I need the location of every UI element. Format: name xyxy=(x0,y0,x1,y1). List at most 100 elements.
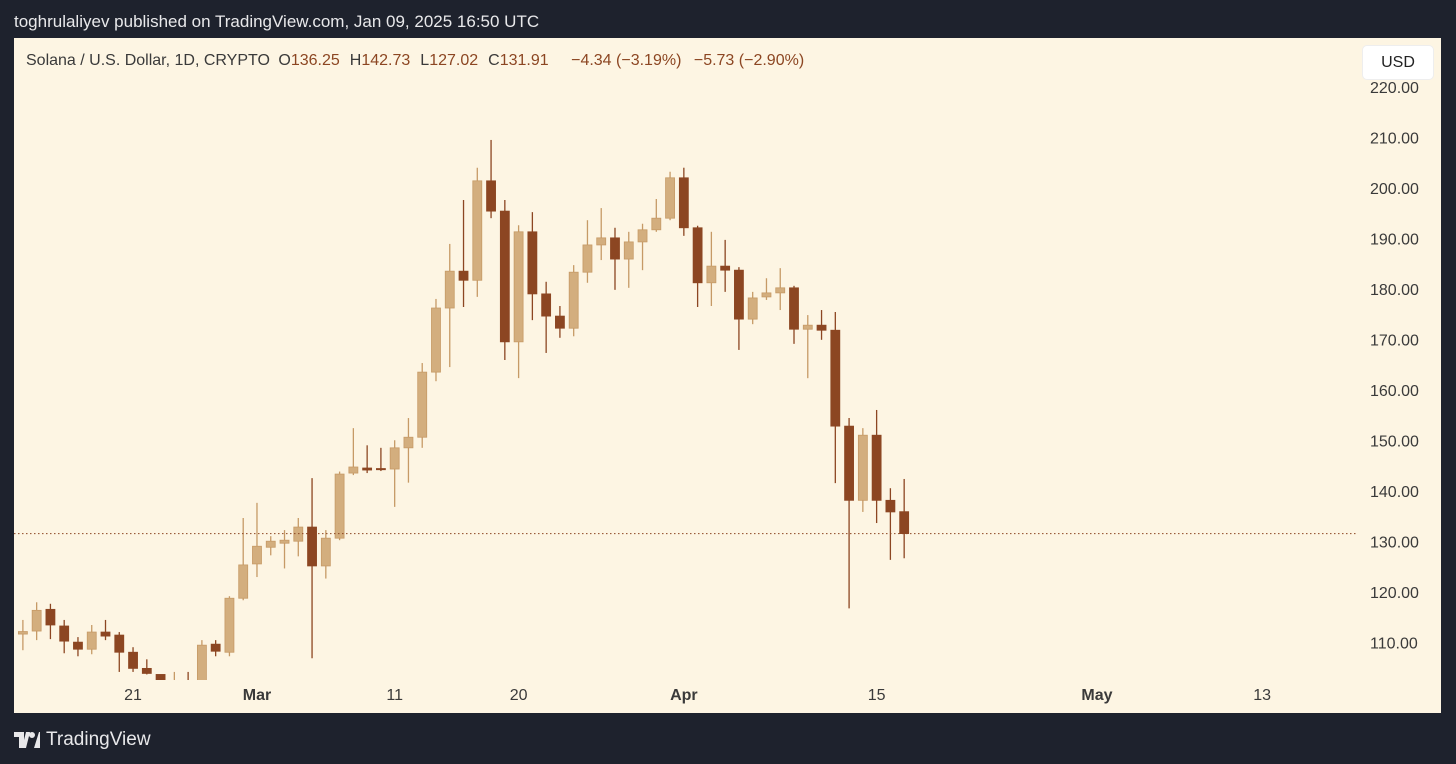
y-tick-label: 130.00 xyxy=(1370,534,1419,551)
candle-body xyxy=(472,180,483,281)
candle-body xyxy=(899,511,910,534)
candle-body xyxy=(376,468,386,471)
candle-body xyxy=(403,436,414,449)
candle-body xyxy=(444,270,455,309)
candle-body xyxy=(775,287,786,294)
x-tick-label: 13 xyxy=(1253,687,1271,704)
ohlc-value: 136.25 xyxy=(290,52,340,69)
candle-body xyxy=(114,634,125,653)
candle-body xyxy=(348,466,359,474)
candle-body xyxy=(196,644,207,680)
candle-body xyxy=(73,641,83,650)
candle-body xyxy=(86,631,97,650)
candle-body xyxy=(45,608,56,626)
candle-body xyxy=(59,625,70,642)
candle-body xyxy=(582,244,593,273)
candle-body xyxy=(513,231,524,343)
candle-body xyxy=(307,526,317,567)
ohlc-label: H xyxy=(349,52,362,69)
brand: TradingView xyxy=(14,729,151,751)
candle-body xyxy=(293,526,304,542)
candle-body xyxy=(802,324,813,330)
x-tick-label: 11 xyxy=(386,687,403,704)
y-tick-label: 190.00 xyxy=(1370,232,1419,249)
change: −5.73 (−2.90%) xyxy=(693,52,805,69)
y-tick-label: 140.00 xyxy=(1370,484,1419,501)
candle-body xyxy=(885,499,896,513)
currency-button[interactable]: USD xyxy=(1362,45,1434,80)
x-tick-label: May xyxy=(1081,687,1112,704)
candle-body xyxy=(665,177,675,219)
candle-body xyxy=(252,545,262,565)
candle-body xyxy=(170,685,179,690)
candle-body xyxy=(541,293,552,317)
byline: toghrulaliyev published on TradingView.c… xyxy=(14,12,540,31)
candle-body xyxy=(747,297,758,320)
y-tick-label: 200.00 xyxy=(1370,181,1419,198)
candle-body xyxy=(706,265,717,284)
candle-body xyxy=(389,447,400,470)
candle-body xyxy=(499,210,510,343)
candle-body xyxy=(184,685,193,690)
ohlc-value: 131.91 xyxy=(499,52,549,69)
candle-body xyxy=(320,537,331,567)
candle-body xyxy=(265,540,276,548)
candle-body xyxy=(871,434,882,501)
y-tick-label: 150.00 xyxy=(1370,433,1419,450)
candle-body xyxy=(417,371,428,438)
symbol: Solana / U.S. Dollar, 1D, CRYPTO xyxy=(26,52,270,69)
y-tick-label: 160.00 xyxy=(1370,383,1419,400)
candle-body xyxy=(761,292,772,298)
ohlc-value: 142.73 xyxy=(361,52,411,69)
candle-body xyxy=(678,177,689,229)
candle-body xyxy=(568,271,579,329)
ohlc: O136.25 H142.73 L127.02 C131.91 xyxy=(278,52,558,69)
candle-body xyxy=(844,425,854,501)
x-tick-label: 20 xyxy=(510,687,528,704)
logo xyxy=(14,732,40,748)
y-tick-label: 120.00 xyxy=(1370,585,1419,602)
y-tick-label: 220.00 xyxy=(1370,80,1419,97)
candle-body xyxy=(857,434,868,501)
brand-name: TradingView xyxy=(46,729,151,750)
candle-body xyxy=(224,597,235,653)
legend: Solana / U.S. Dollar, 1D, CRYPTO O136.25… xyxy=(26,52,808,70)
candle-body xyxy=(623,241,634,260)
candle-body xyxy=(141,667,152,674)
candle-body xyxy=(128,651,138,669)
y-tick-label: 180.00 xyxy=(1370,282,1419,299)
x-tick-label: 15 xyxy=(868,687,886,704)
ohlc-label: O xyxy=(278,52,291,69)
change: −4.34 (−3.19%) xyxy=(571,52,682,69)
candle-body xyxy=(830,329,841,427)
candle-body xyxy=(17,631,28,635)
candle-body xyxy=(816,324,827,331)
x-tick-label: Mar xyxy=(243,687,271,704)
candle-body xyxy=(238,564,249,599)
candle-body xyxy=(155,674,166,680)
candle-body xyxy=(31,609,42,632)
ohlc-label: C xyxy=(488,52,500,69)
candle-body xyxy=(362,467,373,471)
candle-body xyxy=(486,180,496,212)
candle-body xyxy=(596,237,607,246)
x-tick-label: Apr xyxy=(670,687,698,704)
candle-body xyxy=(527,231,538,295)
chart-frame xyxy=(14,38,1441,713)
candle-body xyxy=(100,631,111,637)
candle-body xyxy=(334,473,345,539)
y-tick-label: 170.00 xyxy=(1370,333,1419,350)
candle-body xyxy=(720,265,731,271)
x-tick-label: 21 xyxy=(124,687,142,704)
candle-body xyxy=(651,217,662,231)
candle-body xyxy=(458,270,469,281)
candle-body xyxy=(789,287,799,330)
candle-body xyxy=(210,643,221,652)
ohlc-value: 127.02 xyxy=(429,52,479,69)
candle-body xyxy=(637,229,648,243)
y-tick-label: 210.00 xyxy=(1370,131,1419,148)
plot-area xyxy=(14,139,1356,690)
candle-body xyxy=(431,307,441,373)
